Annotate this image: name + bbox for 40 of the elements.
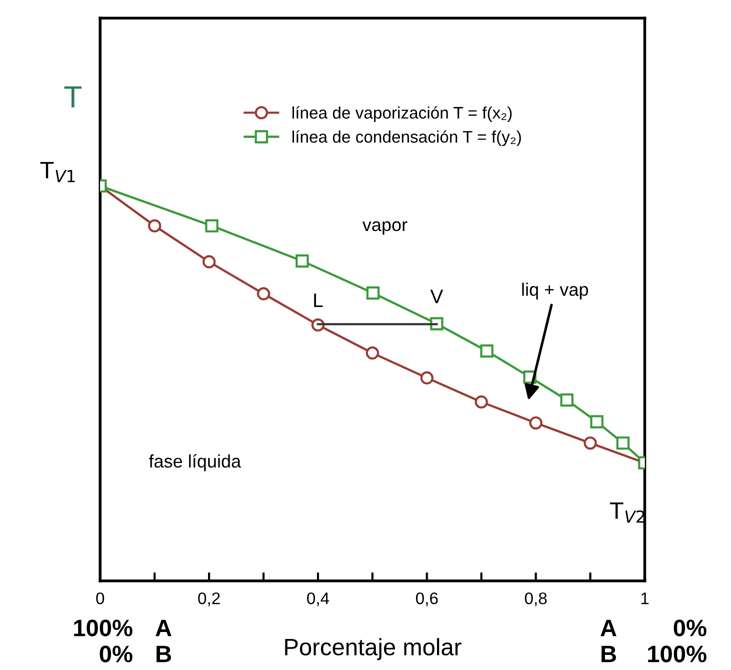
text: A (600, 620, 616, 636)
annotation: V (430, 290, 444, 304)
annotation: liq + vap (522, 282, 588, 300)
x-tick-label: 0,4 (307, 592, 330, 606)
text: 100% (74, 620, 132, 636)
x-tick-label: 0,8 (524, 592, 547, 606)
point (590, 415, 604, 428)
x-tick-label: 0,2 (198, 592, 220, 606)
text: 0% (674, 620, 706, 636)
text: B (602, 646, 616, 662)
annotation: vapor (362, 221, 408, 235)
annotation: fase líquida (148, 454, 242, 472)
point (366, 286, 380, 300)
x-tick-label: 0 (96, 592, 104, 604)
point (366, 346, 380, 360)
point (148, 219, 162, 232)
point (560, 393, 574, 407)
legend-label: línea de vaporización T = f(x₂) (292, 106, 512, 122)
point (616, 436, 630, 450)
annotation: T$_{V1}$ (40, 162, 75, 182)
point (420, 371, 434, 384)
annotation: T$_{V2}$ (610, 502, 644, 523)
point (296, 254, 309, 268)
point (480, 344, 494, 358)
x-axis-title: Porcentaje molar (285, 638, 462, 660)
point (474, 395, 488, 409)
text: 0% (100, 646, 132, 662)
x-tick-label: 0,6 (416, 592, 438, 606)
text: 100% (648, 646, 706, 662)
text: B (156, 646, 171, 662)
point (202, 255, 216, 268)
point (584, 436, 597, 450)
point (205, 219, 218, 232)
text: A (156, 620, 172, 636)
x-tick-label: 1 (641, 592, 649, 604)
point (529, 416, 542, 430)
y-axis-title: T (64, 86, 82, 108)
legend-label: línea de condensación T = f(y₂) (292, 130, 521, 146)
annotation: L (314, 294, 323, 308)
point (256, 287, 270, 300)
